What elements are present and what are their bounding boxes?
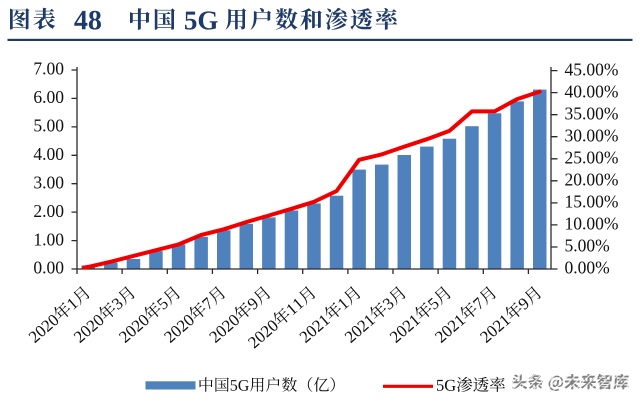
svg-text:7.00: 7.00 [33, 59, 64, 79]
svg-text:4.00: 4.00 [33, 144, 64, 164]
svg-text:1.00: 1.00 [33, 229, 64, 249]
svg-text:0.00: 0.00 [33, 258, 64, 278]
svg-text:40.00%: 40.00% [565, 81, 619, 101]
svg-text:10.00%: 10.00% [565, 214, 619, 234]
svg-text:25.00%: 25.00% [565, 148, 619, 168]
svg-text:3.00: 3.00 [33, 172, 64, 192]
svg-text:5.00%: 5.00% [565, 236, 610, 256]
svg-text:20.00%: 20.00% [565, 170, 619, 190]
svg-text:6.00: 6.00 [33, 87, 64, 107]
svg-text:45.00%: 45.00% [565, 59, 619, 79]
svg-text:30.00%: 30.00% [565, 125, 619, 145]
svg-text:35.00%: 35.00% [565, 103, 619, 123]
svg-text:0.00%: 0.00% [565, 258, 610, 278]
svg-text:2.00: 2.00 [33, 201, 64, 221]
svg-text:15.00%: 15.00% [565, 192, 619, 212]
svg-text:5.00: 5.00 [33, 116, 64, 136]
